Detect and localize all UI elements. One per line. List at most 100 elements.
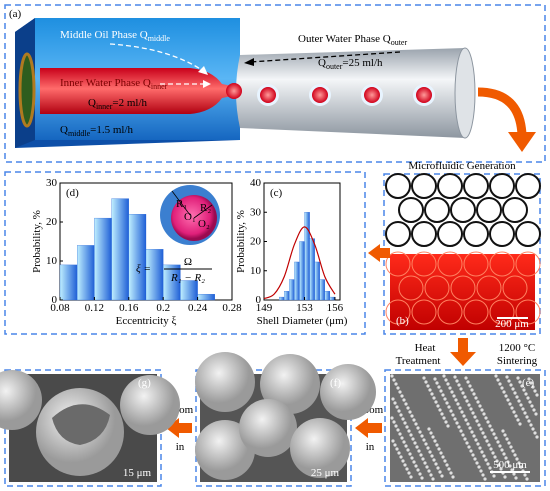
particle [410,456,414,460]
bar [294,261,300,301]
ring [515,173,541,199]
particle [526,396,530,400]
particle [400,436,404,440]
y-tick-label: 10 [250,265,262,277]
particle [462,414,466,418]
particle [466,422,470,426]
particle [427,469,431,473]
particle [436,404,440,408]
bar [197,293,215,301]
y-tick-label: 0 [256,294,262,306]
particle [406,448,410,452]
particle [406,406,410,410]
particle [475,419,479,423]
particle [402,440,406,444]
particle [475,461,479,465]
arrow-label: in [366,441,375,453]
particle [434,400,438,404]
bar [94,217,112,301]
particle [519,465,523,469]
ring [476,197,502,223]
x-tick-label: 153 [296,302,313,314]
particle [477,423,481,427]
particle [392,420,396,424]
particle [404,402,408,406]
particle [398,432,402,436]
ring [515,221,541,247]
arrow-head [244,58,254,66]
particle [433,377,437,381]
particle [470,388,474,392]
label-text: Q [60,124,68,136]
particle [416,426,420,430]
particle [505,437,509,441]
particle [405,467,409,471]
particle [453,375,457,379]
radius [193,204,213,219]
particle [523,473,527,477]
particle [459,387,463,391]
particle [494,374,498,378]
inner-capillary [40,68,232,114]
scale-label: 500 μm [493,459,527,471]
particle [497,463,501,467]
particle [514,476,518,480]
panel-title: Microfluidic Generation [408,160,516,172]
sphere [463,251,489,277]
particle [424,380,428,384]
particle [456,402,460,406]
bar [77,245,95,301]
particle [483,435,487,439]
x-tick-label: 0.2 [156,302,170,314]
particle [485,439,489,443]
x-tick-label: 0.12 [85,302,104,314]
label-text: Q [318,57,326,69]
particle [455,379,459,383]
sphere [290,418,350,478]
particle [427,427,431,431]
sphere [411,251,437,277]
sphere [398,275,424,301]
y-axis-label: Probability, % [31,210,43,273]
panel-label: (b) [396,315,409,327]
particle [523,411,527,415]
particle [465,441,469,445]
particle [504,394,508,398]
particle [515,395,519,399]
particle [453,417,457,421]
particle [466,380,470,384]
panel-label: (d) [66,187,79,199]
sphere [424,275,450,301]
particle [464,418,468,422]
sphere [502,275,528,301]
particle [391,439,395,443]
particle [506,398,510,402]
particle [486,462,490,466]
ring [411,221,437,247]
ring [385,173,411,199]
particle [428,450,432,454]
particle [498,444,502,448]
particle [491,451,495,455]
particle [460,410,464,414]
sphere [437,299,463,325]
particle [486,420,490,424]
broken-shell [52,404,110,445]
droplet [312,87,328,103]
particle [521,407,525,411]
particle [446,382,450,386]
sphere [239,399,297,457]
particle [429,473,433,477]
fit-curve [263,226,336,300]
particle [454,398,458,402]
label-sub: outer [391,38,408,47]
inset-label: O₂ [198,218,210,230]
droplets [257,84,435,106]
particle [435,443,439,447]
step-label: 1200 °C [499,342,536,354]
ring [463,221,489,247]
fluorescent-spheres [385,251,541,325]
particle [476,400,480,404]
particle [399,413,403,417]
sphere [463,299,489,325]
